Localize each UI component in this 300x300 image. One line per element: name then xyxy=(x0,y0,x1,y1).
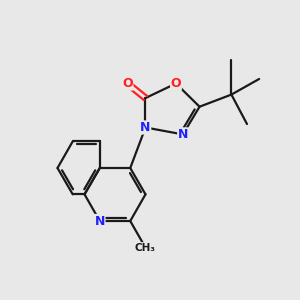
Text: O: O xyxy=(122,77,133,90)
Text: N: N xyxy=(178,128,188,141)
Text: CH₃: CH₃ xyxy=(135,243,156,253)
Text: N: N xyxy=(140,121,151,134)
Text: N: N xyxy=(94,214,105,227)
Text: O: O xyxy=(171,77,181,90)
